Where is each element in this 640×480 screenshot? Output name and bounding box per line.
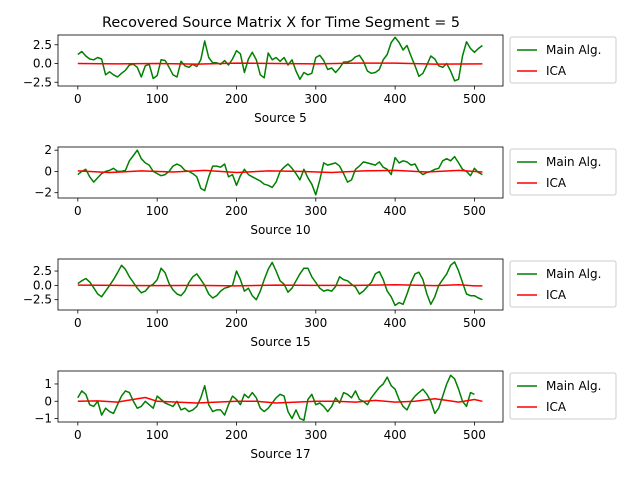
panel-1-axes-frame bbox=[57, 34, 504, 87]
panel-1-xtick-label: 500 bbox=[463, 92, 486, 106]
panel-3-xtick-label: 200 bbox=[225, 316, 248, 330]
panel-3-legend: Main Alg. ICA bbox=[509, 260, 617, 308]
panel-2: 0 100 200 300 400 500 −2 0 2 Source 10 Main Alg. IC… bbox=[34, 143, 617, 237]
panel-4-line-ica bbox=[77, 396, 483, 404]
panel-1-legend: Main Alg. ICA bbox=[509, 36, 617, 84]
panel-2-xtick-label: 200 bbox=[225, 204, 248, 218]
panel-1-ytick-label: −2.5 bbox=[23, 75, 52, 89]
panel-4-axes-frame bbox=[57, 370, 504, 423]
panel-3-ytick-label: −2.5 bbox=[23, 293, 52, 307]
panel-3-axes-frame bbox=[57, 258, 504, 311]
panel-4-ytick-label: 0 bbox=[44, 394, 52, 408]
panel-2-xtick-label: 300 bbox=[304, 204, 327, 218]
panel-1-legend-label: Main Alg. bbox=[546, 43, 601, 57]
panel-2-ytick-label: 0 bbox=[44, 164, 52, 178]
panel-4-xtick-label: 0 bbox=[74, 428, 82, 442]
panel-1-legend-label: ICA bbox=[546, 64, 567, 78]
panel-1-xtick-label: 200 bbox=[225, 92, 248, 106]
panel-4-xtick-label: 300 bbox=[304, 428, 327, 442]
panel-2-axes-frame bbox=[57, 146, 504, 199]
panel-3-xtick-label: 500 bbox=[463, 316, 486, 330]
panel-2-xtick-label: 100 bbox=[146, 204, 169, 218]
panel-3-series bbox=[77, 261, 483, 307]
panel-3-ytick-label: 0.0 bbox=[33, 278, 52, 292]
chart-title: Recovered Source Matrix X for Time Segme… bbox=[102, 15, 460, 31]
panel-1-xtick-label: 0 bbox=[74, 92, 82, 106]
panel-2-ytick-label: 2 bbox=[44, 143, 52, 157]
panel-4-xtick-label: 200 bbox=[225, 428, 248, 442]
panel-4-xtick-label: 100 bbox=[146, 428, 169, 442]
panel-4-xtick-label: 400 bbox=[384, 428, 407, 442]
panel-3-line-ica bbox=[77, 284, 483, 287]
panel-1-xlabel: Source 5 bbox=[254, 111, 307, 125]
panel-4-xlabel: Source 17 bbox=[250, 447, 310, 461]
panel-2-legend: Main Alg. ICA bbox=[509, 148, 617, 196]
panel-4-line-main-alg bbox=[77, 374, 475, 422]
panel-3-xtick-label: 300 bbox=[304, 316, 327, 330]
panel-1-xtick-label: 400 bbox=[384, 92, 407, 106]
panel-4-ytick-label: −1 bbox=[34, 412, 52, 426]
panel-4-series bbox=[77, 374, 483, 422]
panel-3-xtick-label: 400 bbox=[384, 316, 407, 330]
panel-1-ytick-label: 2.5 bbox=[33, 38, 52, 52]
panel-1-line-ica bbox=[77, 62, 483, 65]
panel-4-xtick-label: 500 bbox=[463, 428, 486, 442]
panel-2-xtick-label: 500 bbox=[463, 204, 486, 218]
panel-1-xtick-label: 100 bbox=[146, 92, 169, 106]
panel-2-series bbox=[77, 149, 483, 196]
panel-1-xtick-label: 300 bbox=[304, 92, 327, 106]
panel-1-ytick-label: 0.0 bbox=[33, 57, 52, 71]
panel-3: 0 100 200 300 400 500 −2.50.02.5 Source 15 Main … bbox=[23, 258, 617, 349]
panel-2-ytick-label: −2 bbox=[34, 186, 52, 200]
panel-1-line-main-alg bbox=[77, 36, 483, 82]
panel-4-legend-label: Main Alg. bbox=[546, 379, 601, 393]
panel-2-xlabel: Source 10 bbox=[250, 223, 310, 237]
panel-1-series bbox=[77, 36, 483, 82]
panel-3-xtick-label: 0 bbox=[74, 316, 82, 330]
panel-3-xtick-label: 100 bbox=[146, 316, 169, 330]
panel-2-xtick-label: 0 bbox=[74, 204, 82, 218]
panel-1: 0 100 200 300 400 500 −2.5 0.0 2.5 Source 5 Main A… bbox=[23, 34, 617, 125]
panel-2-line-ica bbox=[77, 169, 483, 174]
panel-3-ytick-label: 2.5 bbox=[33, 264, 52, 278]
panel-4-legend: Main Alg. ICA bbox=[509, 372, 617, 420]
panel-4-ytick-label: 1 bbox=[44, 377, 52, 391]
panel-4-legend-label: ICA bbox=[546, 400, 567, 414]
panel-2-xtick-label: 400 bbox=[384, 204, 407, 218]
panel-3-line-main-alg bbox=[77, 261, 483, 307]
panel-3-legend-label: ICA bbox=[546, 288, 567, 302]
panel-4: 0 100 200 300 400 500 −1 0 1 Source 17 Main Alg. IC… bbox=[34, 370, 617, 461]
panel-2-legend-label: ICA bbox=[546, 176, 567, 190]
panel-3-xlabel: Source 15 bbox=[250, 335, 310, 349]
panel-2-line-main-alg bbox=[77, 149, 483, 196]
panel-3-legend-label: Main Alg. bbox=[546, 267, 601, 281]
panel-2-legend-label: Main Alg. bbox=[546, 155, 601, 169]
